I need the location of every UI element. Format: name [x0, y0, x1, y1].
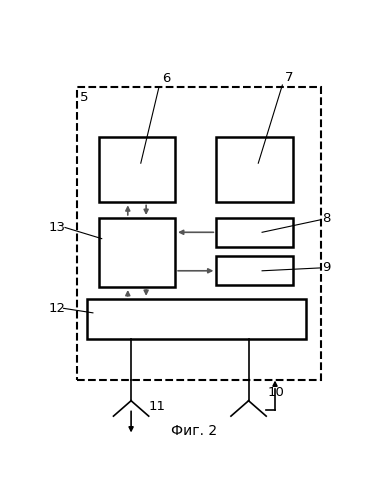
Text: 5: 5 [80, 91, 88, 104]
Bar [99, 218, 175, 287]
Bar [77, 87, 321, 380]
Text: 9: 9 [322, 260, 330, 274]
Bar [216, 137, 293, 202]
Text: Фиг. 2: Фиг. 2 [171, 424, 217, 438]
Bar [216, 256, 293, 285]
Text: 7: 7 [285, 71, 294, 84]
Text: 11: 11 [149, 400, 166, 413]
Text: 10: 10 [268, 386, 285, 399]
Bar [216, 218, 293, 246]
Text: 13: 13 [49, 221, 66, 234]
Bar [99, 137, 175, 202]
Bar [87, 298, 306, 339]
Text: 12: 12 [49, 302, 66, 315]
Text: 8: 8 [322, 212, 330, 225]
Text: 6: 6 [162, 72, 170, 85]
